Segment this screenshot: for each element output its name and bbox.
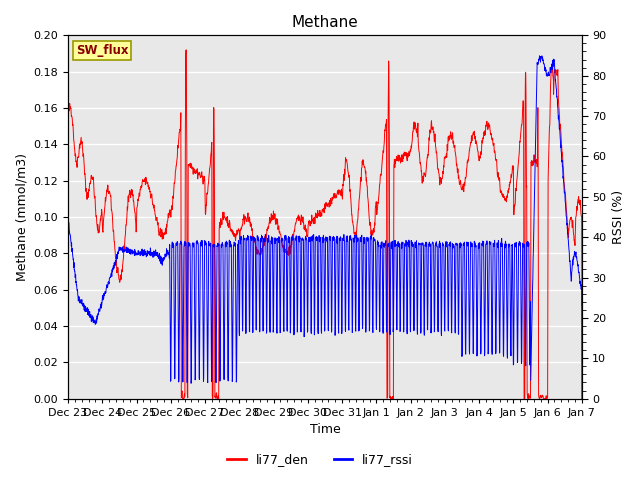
X-axis label: Time: Time xyxy=(310,423,340,436)
Y-axis label: Methane (mmol/m3): Methane (mmol/m3) xyxy=(15,153,28,281)
Title: Methane: Methane xyxy=(292,15,358,30)
Y-axis label: RSSI (%): RSSI (%) xyxy=(612,190,625,244)
Text: SW_flux: SW_flux xyxy=(76,45,128,58)
Legend: li77_den, li77_rssi: li77_den, li77_rssi xyxy=(222,448,418,471)
